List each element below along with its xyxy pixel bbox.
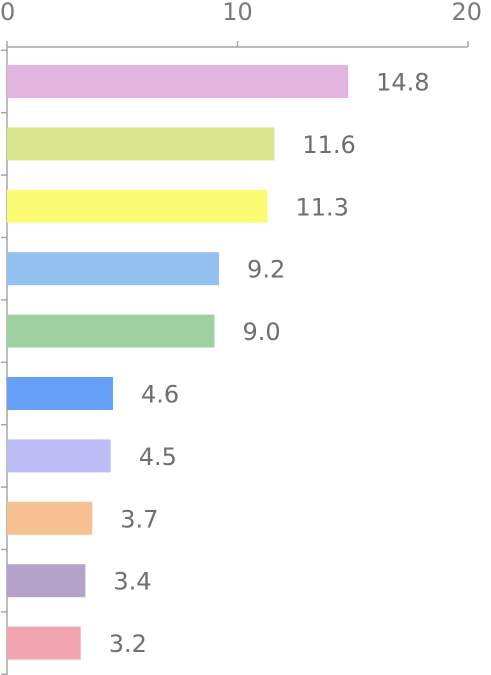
x-tick-label: 20: [451, 0, 482, 26]
bar: [7, 501, 93, 535]
bar-value-label: 3.7: [120, 505, 158, 533]
bar: [7, 377, 114, 410]
x-tick-label: 10: [222, 0, 253, 26]
bar: [7, 314, 215, 348]
bar: [7, 189, 268, 223]
bar: [7, 439, 111, 473]
label-layer: 14.8 11.6 11.3 9.2 9.0 4.6 4.5 3.7 3.4 3.2: [109, 69, 430, 659]
bar-value-label: 9.0: [242, 318, 280, 346]
bar: [7, 564, 86, 598]
bar-value-label: 3.4: [113, 568, 151, 596]
bar-value-label: 11.6: [302, 131, 355, 159]
bar-value-label: 3.2: [109, 630, 147, 658]
bar-layer: [7, 65, 349, 660]
bar: [7, 65, 349, 98]
bar-value-label: 14.8: [376, 69, 429, 97]
bar-value-label: 9.2: [247, 256, 285, 284]
bar-value-label: 11.3: [295, 193, 348, 221]
bar: [7, 626, 81, 660]
bar: [7, 252, 220, 286]
bar-value-label: 4.6: [141, 381, 179, 409]
bar: [7, 127, 275, 161]
bar-value-label: 4.5: [139, 443, 177, 471]
x-tick-label: 0: [0, 0, 15, 26]
